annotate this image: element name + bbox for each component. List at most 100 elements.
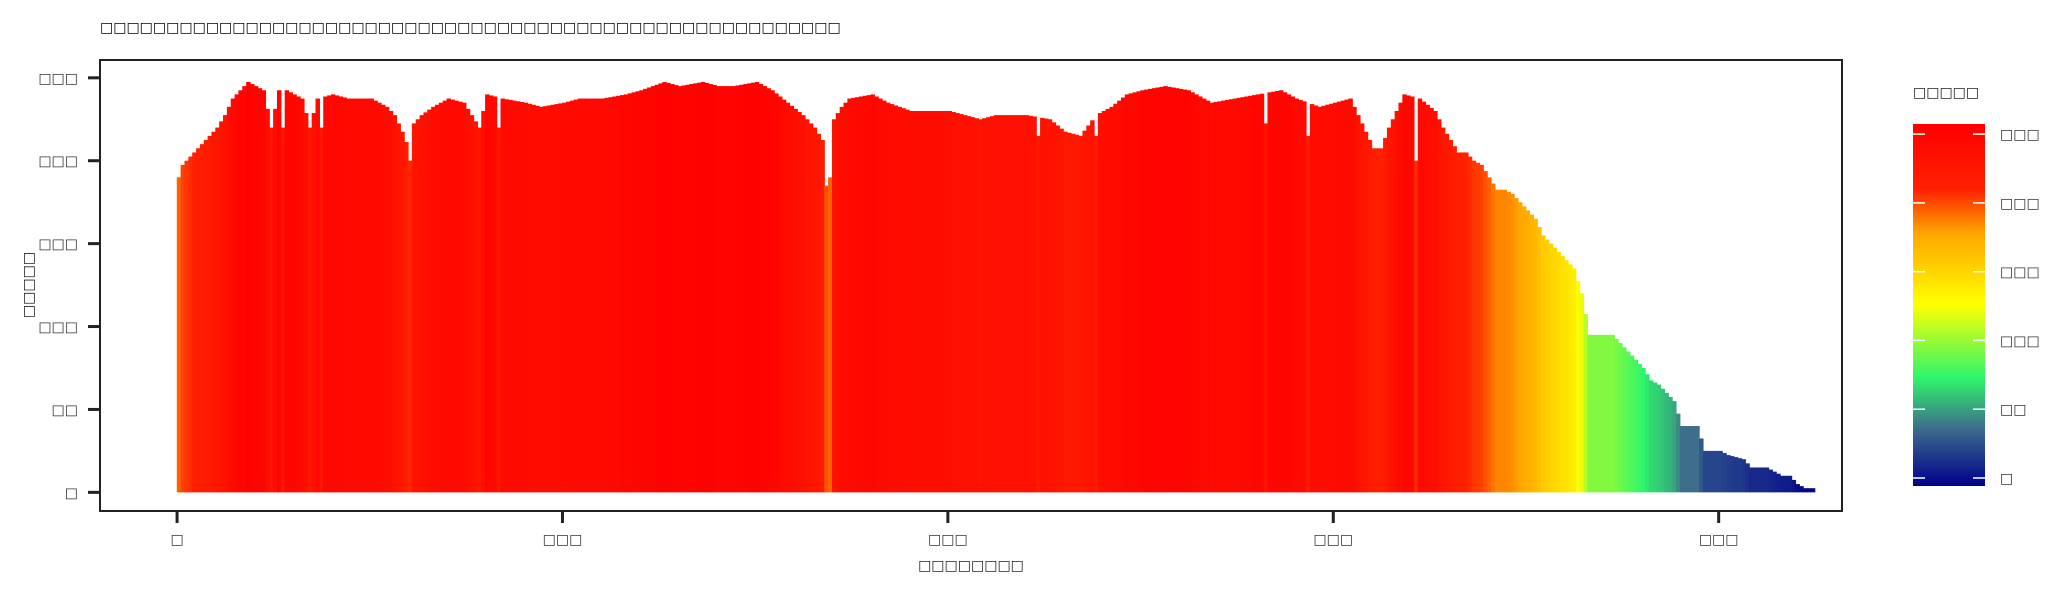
bar <box>685 84 690 493</box>
bar <box>785 102 791 493</box>
bar <box>708 84 714 493</box>
bar <box>488 95 494 493</box>
bar <box>947 110 953 493</box>
bar <box>1309 104 1315 493</box>
bar <box>1367 140 1373 493</box>
bar <box>1313 105 1319 493</box>
bar <box>1186 90 1191 493</box>
y-tick-label: □□□ <box>38 320 78 336</box>
bar <box>962 115 968 493</box>
bar <box>465 108 471 493</box>
bar <box>828 177 833 493</box>
bar <box>1406 95 1411 493</box>
bar <box>1776 473 1781 493</box>
y-tick-label: □□□ <box>38 154 78 170</box>
bars-layer <box>176 81 1816 493</box>
x-tick-label: □ <box>170 532 183 548</box>
bar <box>1028 115 1033 493</box>
bar <box>1194 94 1199 493</box>
bar <box>993 115 999 493</box>
bar <box>1167 86 1172 493</box>
bar <box>1267 92 1272 493</box>
bar <box>851 97 856 493</box>
bar <box>1583 314 1588 493</box>
bar <box>1645 374 1650 493</box>
bar <box>323 96 328 493</box>
bar <box>1101 110 1107 493</box>
bar <box>893 105 899 493</box>
bar <box>878 98 883 493</box>
x-tick-label: □□□ <box>928 532 968 548</box>
bar <box>1587 334 1592 493</box>
bar <box>1672 401 1677 493</box>
bar <box>1598 334 1604 493</box>
bar <box>577 98 583 493</box>
bar <box>662 81 667 493</box>
x-axis-title: □□□□□□□□ <box>918 558 1024 574</box>
bar <box>1591 334 1596 493</box>
bar <box>1159 86 1164 493</box>
chart-title: □□□□□□□□□□□□□□□□□□□□□□□□□□□□□□□□□□□□□□□□… <box>100 20 841 36</box>
bar <box>253 86 259 493</box>
bar <box>758 84 764 493</box>
bar <box>388 110 394 493</box>
bar <box>1444 133 1450 493</box>
bar <box>211 131 216 493</box>
bar <box>974 118 980 493</box>
bar <box>1618 343 1623 493</box>
bar <box>1683 426 1689 493</box>
bar <box>1109 106 1114 493</box>
bar <box>1552 247 1558 493</box>
bar <box>1390 119 1396 493</box>
bar <box>1248 95 1253 493</box>
bar <box>724 86 729 493</box>
bar <box>1055 125 1060 493</box>
bar <box>276 90 282 493</box>
bar <box>531 104 536 493</box>
bar <box>1329 103 1334 493</box>
bar <box>419 115 425 493</box>
bar <box>1217 101 1222 493</box>
bar <box>627 93 633 493</box>
bar <box>912 110 918 493</box>
bar <box>1560 256 1565 493</box>
bar <box>461 102 467 493</box>
bar <box>704 83 710 493</box>
bar <box>1232 98 1238 493</box>
bar <box>1036 135 1041 493</box>
bar <box>1140 90 1145 493</box>
y-tick-label: □□□ <box>38 71 78 87</box>
bar <box>569 100 575 493</box>
bar <box>1595 334 1600 493</box>
bar <box>1490 183 1496 493</box>
bar <box>485 94 490 493</box>
bar <box>801 115 806 493</box>
bar <box>1517 202 1523 493</box>
bar <box>1745 463 1750 493</box>
bar <box>1649 380 1654 493</box>
bar <box>1417 98 1423 493</box>
bar <box>762 86 768 493</box>
bar <box>1764 467 1770 493</box>
bar <box>608 97 613 493</box>
bar <box>1510 193 1515 493</box>
bar <box>905 109 910 493</box>
bar <box>781 99 787 493</box>
bar <box>839 106 845 493</box>
legend: □□□□□ □□□□□□□□□□□□□□□ <box>1913 85 2040 487</box>
bar <box>1352 106 1357 493</box>
bar <box>778 96 783 493</box>
bar <box>246 81 251 493</box>
bar <box>1614 338 1619 493</box>
bar <box>446 98 452 493</box>
bar <box>951 112 956 493</box>
bar <box>527 103 532 493</box>
bar <box>1097 113 1103 493</box>
bar <box>820 140 825 493</box>
bar <box>693 83 698 493</box>
bar <box>1494 189 1500 493</box>
bar <box>408 160 413 493</box>
bar <box>1356 115 1361 493</box>
bar <box>623 94 629 493</box>
bar <box>261 90 267 493</box>
